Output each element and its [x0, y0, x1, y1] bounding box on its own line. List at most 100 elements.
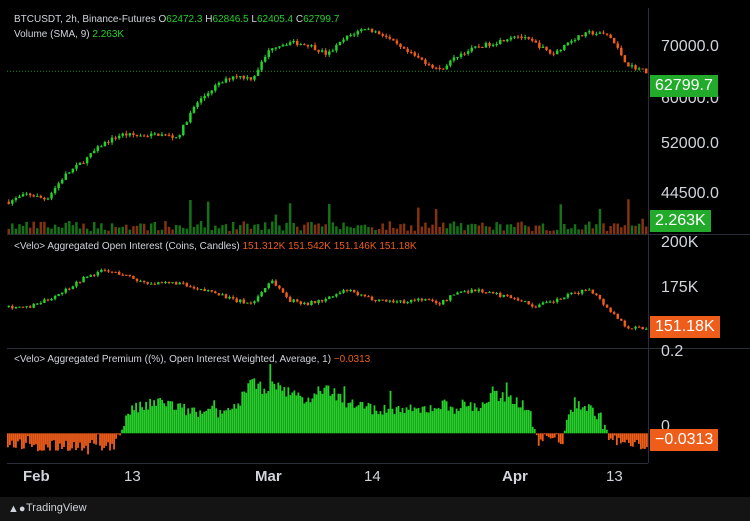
volume-legend: Volume (SMA, 9) 2.263K	[14, 29, 124, 40]
volume-bar	[595, 224, 598, 234]
oi-candle	[445, 299, 449, 301]
price-candle	[374, 31, 377, 33]
premium-chart[interactable]	[7, 349, 648, 463]
premium-bar	[215, 408, 218, 434]
premium-bar	[645, 433, 648, 448]
premium-bar	[485, 402, 488, 434]
volume-bar	[605, 230, 609, 234]
price-candle	[135, 134, 139, 136]
plot-area[interactable]	[7, 8, 648, 463]
oi-candle	[637, 326, 641, 328]
price-candle	[182, 124, 185, 136]
volume-bar	[345, 226, 349, 234]
oi-candle	[71, 286, 75, 289]
volume-bar	[228, 230, 231, 234]
premium-bar	[251, 379, 254, 434]
premium-bar	[143, 410, 146, 434]
open-interest-pane[interactable]	[7, 235, 648, 348]
volume-bar	[274, 214, 278, 234]
oi-candle	[249, 302, 253, 304]
volume-bar	[559, 204, 562, 234]
tradingview-logo-icon[interactable]: ▲●	[8, 503, 26, 515]
oi-candle	[178, 282, 181, 285]
volume-bar	[253, 224, 256, 234]
premium-bar	[533, 429, 536, 434]
oi-candle	[174, 282, 178, 285]
price-axis[interactable]: 70000.0 60000.0 52000.0 44500.0 62799.7 …	[648, 8, 750, 463]
premium-bar	[179, 403, 182, 434]
close-label: C	[295, 14, 304, 25]
premium-bar	[53, 433, 55, 441]
oi-candle	[584, 289, 587, 291]
volume-bar	[374, 230, 377, 234]
premium-bar	[55, 433, 57, 451]
oi-high-value: 151.542K	[288, 241, 331, 252]
premium-bar	[481, 402, 484, 434]
premium-bar	[637, 433, 640, 444]
price-candle	[320, 50, 324, 52]
premium-bar	[459, 408, 462, 434]
price-candle	[413, 52, 416, 56]
premium-bar	[165, 406, 168, 434]
premium-bar	[377, 414, 380, 434]
volume-bar	[495, 222, 498, 234]
volume-bar	[545, 230, 548, 234]
premium-bar	[407, 409, 410, 434]
oi-candle	[370, 296, 374, 300]
premium-badge: −0.0313	[650, 429, 719, 451]
open-interest-chart[interactable]	[7, 235, 648, 348]
oi-candle	[392, 300, 395, 303]
chart-frame[interactable]: BTCUSDT, 2h, Binance-Futures O62472.3 H6…	[0, 0, 750, 497]
volume-bar	[434, 209, 438, 234]
premium-bar	[449, 406, 452, 434]
oi-candle	[538, 304, 541, 308]
volume-bar	[285, 222, 288, 234]
volume-bar	[320, 226, 324, 234]
price-candle	[221, 82, 224, 84]
volume-bar	[278, 225, 281, 234]
premium-bar	[175, 409, 178, 434]
time-label-feb-13: 13	[124, 468, 141, 485]
price-chart[interactable]	[7, 8, 648, 234]
volume-bar	[128, 229, 132, 234]
oi-candle	[630, 328, 634, 330]
oi-candle	[566, 294, 570, 298]
oi-candle	[395, 301, 399, 303]
price-candle	[18, 196, 21, 199]
volume-bar	[96, 228, 100, 234]
volume-bar	[210, 229, 214, 234]
time-axis[interactable]: Feb 13 Mar 14 Apr 13	[7, 463, 648, 488]
premium-bar	[345, 407, 348, 434]
oi-candle	[146, 282, 149, 284]
pane-divider[interactable]	[7, 348, 750, 349]
pane-divider[interactable]	[7, 234, 750, 235]
premium-bar	[35, 433, 37, 445]
premium-bar	[497, 400, 500, 434]
volume-bar	[50, 228, 53, 234]
price-candle	[306, 44, 310, 47]
premium-bar	[411, 411, 414, 434]
premium-bar	[21, 433, 23, 450]
price-candle	[463, 53, 466, 55]
price-pane[interactable]	[7, 8, 648, 234]
price-candle	[620, 47, 623, 56]
premium-pane[interactable]	[7, 349, 648, 463]
oi-label: <Velo> Aggregated Open Interest (Coins, …	[14, 241, 240, 252]
oi-candle	[548, 301, 552, 303]
price-candle	[46, 198, 50, 200]
oi-candle	[456, 292, 459, 295]
symbol-label: BTCUSDT, 2h, Binance-Futures	[14, 14, 156, 25]
oi-candle	[555, 298, 559, 303]
price-candle	[534, 40, 538, 43]
price-candle	[50, 193, 53, 199]
premium-bar	[451, 407, 454, 434]
premium-bar	[265, 393, 268, 434]
premium-bar	[277, 382, 280, 434]
oi-candle	[60, 292, 64, 295]
premium-bar	[429, 405, 432, 434]
premium-bar	[325, 385, 328, 434]
volume-bar	[196, 224, 199, 234]
tradingview-brand[interactable]: TradingView	[26, 502, 87, 514]
volume-bar	[513, 226, 516, 234]
price-candle	[498, 40, 502, 45]
